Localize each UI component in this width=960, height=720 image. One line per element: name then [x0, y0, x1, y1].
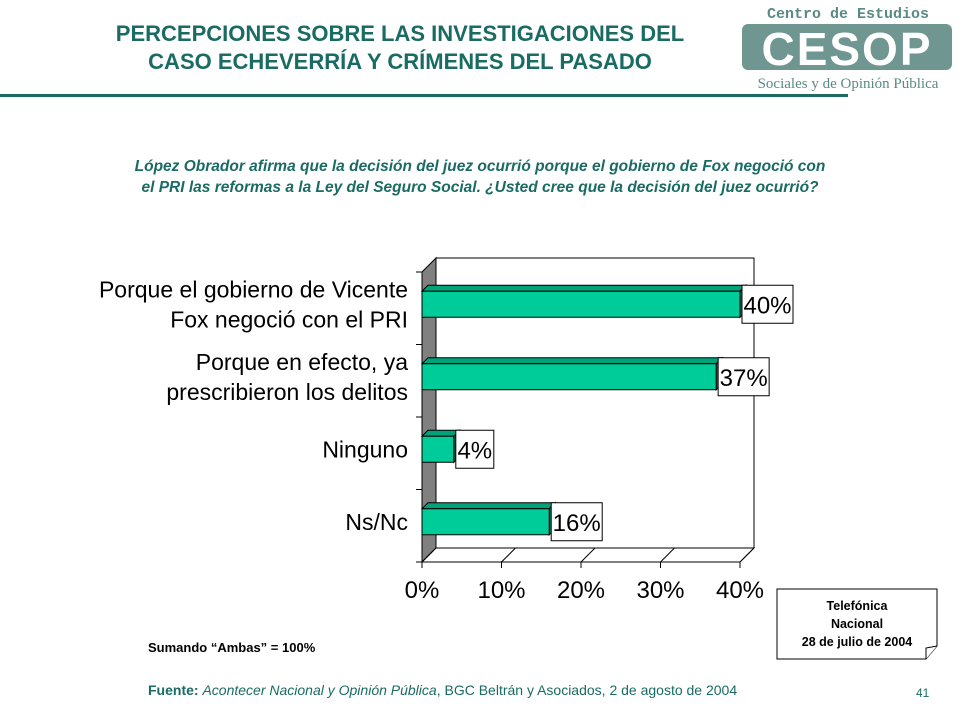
- data-label-box: [717, 357, 770, 397]
- data-label: 37%: [720, 365, 768, 392]
- cesop-logo: Centro de Estudios CESOP Sociales y de O…: [742, 6, 952, 92]
- category-label: prescribieron los delitos: [166, 379, 408, 405]
- bar: [421, 290, 741, 318]
- x-tick-label: 10%: [477, 577, 525, 604]
- source-rest: , BGC Beltrán y Asociados, 2 de agosto d…: [436, 682, 738, 698]
- source-citation: Fuente: Acontecer Nacional y Opinión Púb…: [148, 682, 737, 698]
- x-tick-label: 20%: [557, 577, 605, 604]
- floor-tick-line: [580, 547, 596, 563]
- bar: [421, 508, 550, 536]
- question-line2: el PRI las reformas a la Ley del Seguro …: [141, 179, 819, 196]
- info-line2: Nacional: [830, 617, 884, 631]
- data-label-box: [550, 502, 603, 542]
- floor-tick-line: [501, 547, 516, 563]
- page-title-line1: PERCEPCIONES SOBRE LAS INVESTIGACIONES D…: [115, 21, 685, 46]
- info-box-text: Telefónica Nacional 28 de julio de 2004: [776, 597, 938, 651]
- category-label: Ns/Nc: [345, 509, 408, 535]
- page-title-line2: CASO ECHEVERRÍA Y CRÍMENES DEL PASADO: [148, 49, 652, 74]
- page-number: 41: [916, 686, 930, 700]
- info-line1: Telefónica: [826, 599, 888, 613]
- floor-tick-line: [739, 547, 755, 563]
- survey-question: López Obrador afirma que la decisión del…: [40, 156, 920, 198]
- bar-top-face: [420, 284, 748, 292]
- source-italic: Acontecer Nacional y Opinión Pública: [202, 682, 437, 698]
- logo-big-text: CESOP: [761, 23, 932, 75]
- x-tick-label: 40%: [716, 577, 764, 604]
- data-label-box: [741, 284, 794, 324]
- x-tick-label: 0%: [405, 577, 440, 604]
- category-label: Fox negoció con el PRI: [170, 306, 408, 332]
- info-box: [776, 588, 938, 660]
- category-label: Ninguno: [322, 436, 408, 462]
- sum-note: Sumando “Ambas” = 100%: [148, 640, 316, 655]
- bar-top-face: [420, 502, 557, 510]
- data-label-box: [455, 429, 495, 469]
- bar: [421, 363, 717, 391]
- source-label: Fuente:: [148, 682, 199, 698]
- floor-tick-line: [660, 547, 675, 563]
- logo-top-text: Centro de Estudios: [767, 6, 929, 23]
- bar: [421, 435, 455, 463]
- data-label: 40%: [743, 292, 791, 319]
- bar-chart: 0% 10% 20% 30% 40% 40% Porque el gobierno de V…: [99, 256, 794, 604]
- question-line1: López Obrador afirma que la decisión del…: [134, 158, 826, 175]
- data-label: 4%: [457, 437, 492, 464]
- floor-tick-line: [421, 547, 437, 563]
- logo-bottom-text: Sociales y de Opinión Pública: [758, 76, 939, 92]
- info-line3: 28 de julio de 2004: [801, 635, 913, 649]
- category-label: Porque el gobierno de Vicente: [99, 276, 408, 302]
- page-title: PERCEPCIONES SOBRE LAS INVESTIGACIONES D…: [40, 20, 760, 76]
- bar-top-face: [420, 357, 724, 365]
- category-label: Porque en efecto, ya: [196, 349, 408, 375]
- title-divider: [0, 94, 848, 97]
- data-label: 16%: [553, 510, 601, 537]
- x-tick-label: 30%: [636, 577, 684, 604]
